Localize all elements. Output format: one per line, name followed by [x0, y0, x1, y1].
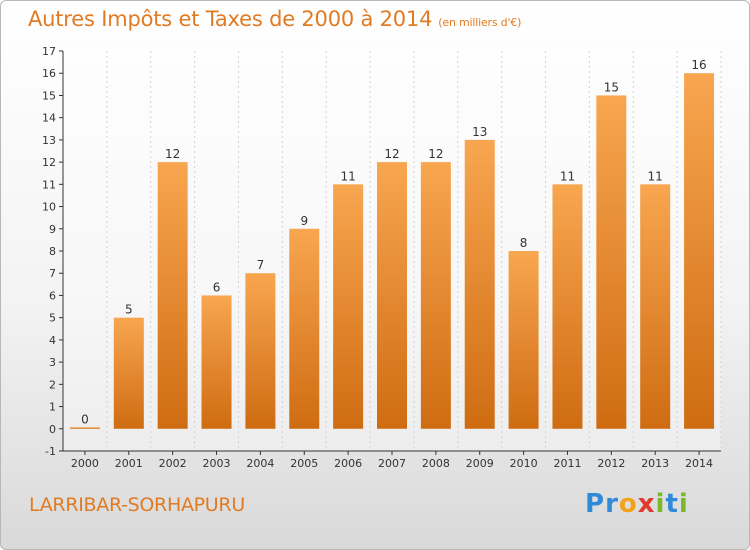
- data-label: 12: [428, 147, 443, 161]
- data-label: 11: [340, 169, 355, 183]
- data-label: 12: [384, 147, 399, 161]
- y-tick-label: 15: [42, 89, 56, 102]
- data-label: 5: [125, 303, 133, 317]
- data-label: 15: [604, 80, 619, 94]
- bar: [289, 228, 320, 429]
- x-tick-label: 2004: [246, 457, 274, 470]
- y-tick-label: 6: [49, 289, 56, 302]
- chart-title-text: Autres Impôts et Taxes de 2000 à 2014: [28, 7, 433, 31]
- bar: [420, 162, 451, 429]
- chart-title: Autres Impôts et Taxes de 2000 à 2014 (en…: [28, 7, 521, 31]
- x-tick-label: 2005: [290, 457, 318, 470]
- data-label: 0: [81, 412, 89, 426]
- bar: [640, 184, 671, 429]
- data-label: 6: [213, 280, 221, 294]
- bar: [684, 73, 715, 429]
- bar: [464, 139, 495, 429]
- y-tick-label: 1: [49, 401, 56, 414]
- bar: [245, 273, 276, 429]
- logo-letter: x: [637, 489, 656, 519]
- y-tick-label: 3: [49, 356, 56, 369]
- y-tick-label: 14: [42, 112, 56, 125]
- y-tick-label: 8: [49, 245, 56, 258]
- data-label: 12: [165, 147, 180, 161]
- y-tick-label: -1: [45, 445, 56, 458]
- bar: [201, 295, 232, 429]
- logo-letter: o: [618, 489, 638, 519]
- logo-letter: P: [585, 489, 606, 519]
- x-tick-label: 2002: [159, 457, 187, 470]
- bar: [333, 184, 364, 429]
- y-tick-label: 0: [49, 423, 56, 436]
- data-label: 13: [472, 125, 487, 139]
- y-tick-label: 2: [49, 378, 56, 391]
- x-tick-label: 2011: [553, 457, 581, 470]
- bar: [69, 427, 100, 429]
- bar: [552, 184, 583, 429]
- location-name: LARRIBAR-SORHAPURU: [29, 494, 245, 516]
- y-tick-label: 7: [49, 267, 56, 280]
- logo-letter: t: [665, 489, 679, 519]
- y-tick-label: 9: [49, 223, 56, 236]
- x-tick-label: 2007: [378, 457, 406, 470]
- data-label: 9: [300, 214, 308, 228]
- y-tick-label: 11: [42, 178, 56, 191]
- data-label: 11: [648, 169, 663, 183]
- data-label: 16: [691, 58, 706, 72]
- x-tick-label: 2003: [203, 457, 231, 470]
- bar: [113, 317, 144, 429]
- y-tick-label: 13: [42, 134, 56, 147]
- x-tick-label: 2010: [510, 457, 538, 470]
- proxiti-logo: Proxiti: [585, 489, 689, 519]
- y-tick-label: 10: [42, 201, 56, 214]
- x-tick-label: 2000: [71, 457, 99, 470]
- x-tick-label: 2001: [115, 457, 143, 470]
- bar: [508, 251, 539, 429]
- data-label: 7: [257, 258, 265, 272]
- y-tick-label: 12: [42, 156, 56, 169]
- x-tick-label: 2012: [597, 457, 625, 470]
- bar: [157, 162, 188, 429]
- data-label: 11: [560, 169, 575, 183]
- x-tick-label: 2008: [422, 457, 450, 470]
- y-tick-label: 4: [49, 334, 56, 347]
- chart-subtitle: (en milliers d'€): [438, 16, 522, 29]
- bar: [596, 95, 627, 429]
- x-tick-label: 2014: [685, 457, 713, 470]
- y-tick-label: 5: [49, 312, 56, 325]
- logo-letter: r: [605, 489, 619, 519]
- x-tick-label: 2006: [334, 457, 362, 470]
- x-tick-label: 2013: [641, 457, 669, 470]
- bar: [377, 162, 407, 429]
- logo-letter: i: [678, 489, 689, 519]
- data-label: 8: [520, 236, 528, 250]
- x-tick-label: 2009: [466, 457, 494, 470]
- y-tick-label: 16: [42, 67, 56, 80]
- y-tick-label: 17: [42, 45, 56, 58]
- logo-letter: i: [655, 489, 666, 519]
